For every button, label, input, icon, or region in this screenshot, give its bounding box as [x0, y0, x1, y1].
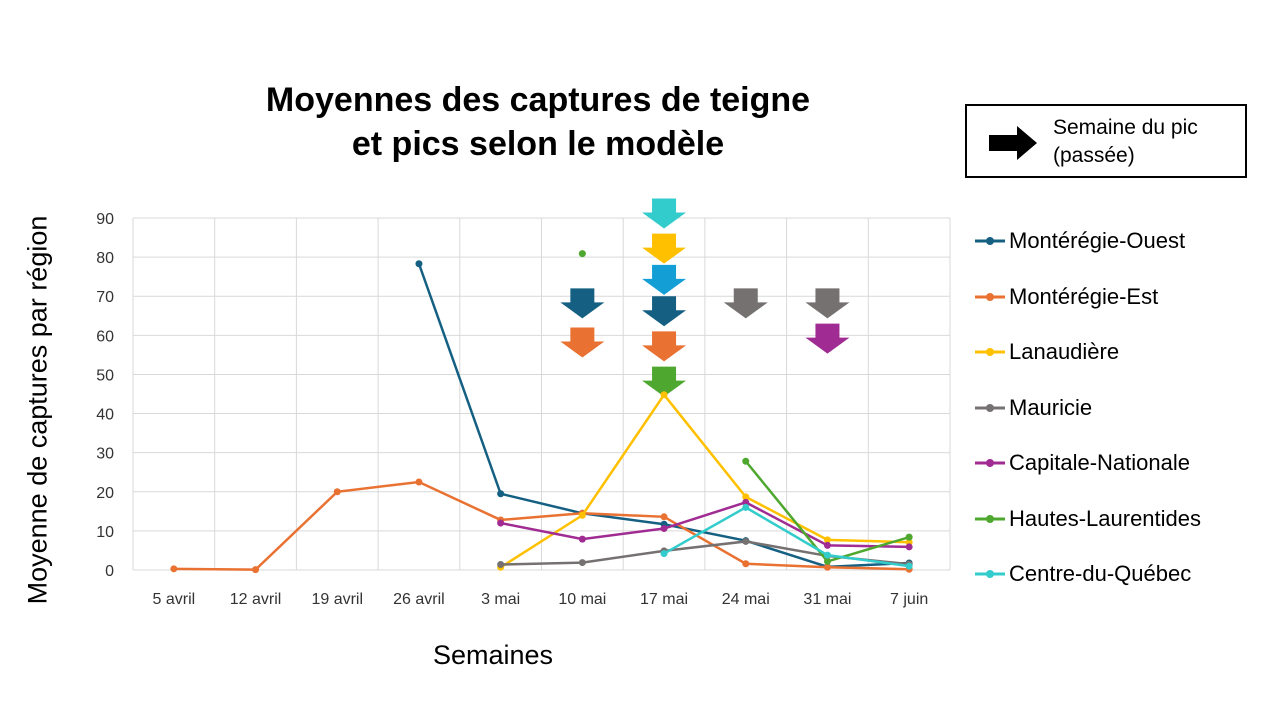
data-point	[742, 537, 750, 545]
legend-marker-icon	[975, 237, 1005, 245]
peak-arrow	[723, 288, 768, 319]
x-tick-label: 12 avril	[230, 591, 282, 608]
legend-label: Montérégie-Ouest	[1009, 228, 1186, 253]
legend-item: Montérégie-Est	[975, 284, 1201, 340]
y-tick-label: 20	[96, 485, 114, 502]
data-point	[333, 488, 341, 496]
y-tick-label: 60	[96, 328, 114, 345]
peak-arrow	[805, 323, 850, 354]
y-tick-label: 80	[96, 250, 114, 267]
x-tick-label: 17 mai	[640, 591, 688, 608]
legend-label: Montérégie-Est	[1009, 283, 1159, 309]
legend-marker-icon	[975, 514, 1005, 523]
peak-arrow	[642, 296, 687, 327]
x-tick-label: 5 avril	[153, 591, 196, 608]
y-tick-label: 50	[96, 367, 114, 384]
data-point	[578, 559, 586, 567]
data-point	[823, 563, 831, 571]
data-point	[823, 551, 831, 559]
data-point	[660, 525, 668, 533]
peak-arrow	[642, 366, 687, 397]
data-point	[660, 513, 668, 521]
data-point	[497, 561, 505, 569]
data-point	[578, 250, 586, 258]
data-point	[578, 511, 586, 519]
data-point	[742, 493, 750, 501]
legend-marker-icon	[975, 292, 1005, 301]
series-line	[500, 500, 910, 549]
x-tick-label: 26 avril	[393, 591, 445, 608]
peak-arrow	[560, 327, 605, 358]
x-tick-label: 31 mai	[803, 591, 851, 608]
data-point	[415, 478, 423, 486]
peak-legend-line: Semaine du pic	[1053, 116, 1198, 139]
data-point	[905, 543, 913, 551]
legend-marker-icon	[975, 403, 1005, 412]
series-line	[173, 480, 910, 571]
x-tick-label: 3 mai	[481, 591, 520, 608]
data-point	[742, 498, 750, 506]
legend-item: Centre-du-Québec	[975, 561, 1201, 617]
x-tick-label: 24 mai	[722, 591, 770, 608]
y-tick-label: 30	[96, 446, 114, 463]
x-tick-label: 7 juin	[890, 591, 928, 608]
legend-label: Centre-du-Québec	[1009, 561, 1192, 586]
data-point	[578, 535, 586, 543]
data-point	[823, 541, 831, 549]
data-point	[252, 566, 260, 574]
legend-marker-icon	[975, 348, 1005, 356]
legend-item: Hautes-Laurentides	[975, 506, 1201, 562]
y-tick-label: 10	[96, 524, 114, 541]
data-point	[742, 503, 750, 511]
data-point	[660, 391, 668, 399]
data-point	[905, 533, 913, 541]
data-point	[742, 560, 750, 568]
data-point	[823, 557, 831, 565]
legend-item: Mauricie	[975, 395, 1201, 451]
legend-item: Capitale-Nationale	[975, 450, 1201, 506]
peak-legend-box: Semaine du pic (passée)	[965, 104, 1247, 178]
data-point	[170, 565, 178, 573]
legend-marker-icon	[975, 459, 1005, 467]
y-tick-label: 40	[96, 407, 114, 424]
peak-arrow	[642, 233, 687, 264]
peak-arrow	[560, 288, 605, 319]
series-line	[663, 505, 910, 568]
y-tick-label: 0	[105, 563, 114, 580]
x-tick-label: 10 mai	[558, 591, 606, 608]
data-point	[497, 490, 505, 498]
peak-legend-text: Semaine du pic (passée)	[1053, 114, 1198, 170]
data-point	[660, 550, 668, 558]
data-point	[742, 457, 750, 465]
legend: Montérégie-Ouest Montérégie-Est Lanaudière…	[975, 228, 1201, 617]
title-line: et pics selon le modèle	[351, 125, 725, 163]
peak-arrow	[642, 198, 687, 229]
legend-label: Capitale-Nationale	[1009, 450, 1190, 475]
data-point	[497, 519, 505, 527]
chart-title: Moyennes des captures de teigne et pics …	[188, 78, 888, 166]
data-point	[415, 260, 423, 268]
data-point	[823, 536, 831, 544]
legend-item: Lanaudière	[975, 339, 1201, 395]
series-line	[499, 392, 910, 569]
y-tick-label: 90	[96, 211, 114, 228]
legend-item: Montérégie-Ouest	[975, 228, 1201, 284]
peak-arrow	[642, 264, 687, 295]
arrow-right-icon	[989, 126, 1037, 160]
x-tick-label: 19 avril	[311, 591, 363, 608]
peak-legend-line: (passée)	[1053, 144, 1135, 167]
legend-label: Lanaudière	[1009, 339, 1120, 364]
data-point	[905, 562, 913, 570]
legend-label: Hautes-Laurentides	[1009, 505, 1202, 531]
y-tick-label: 70	[96, 289, 114, 306]
legend-label: Mauricie	[1009, 394, 1093, 420]
x-axis-label: Semaines	[432, 640, 554, 670]
title-line: Moyennes des captures de teigne	[265, 81, 811, 119]
peak-arrow	[805, 288, 850, 319]
peak-arrow	[642, 331, 687, 362]
legend-marker-icon	[975, 570, 1005, 578]
